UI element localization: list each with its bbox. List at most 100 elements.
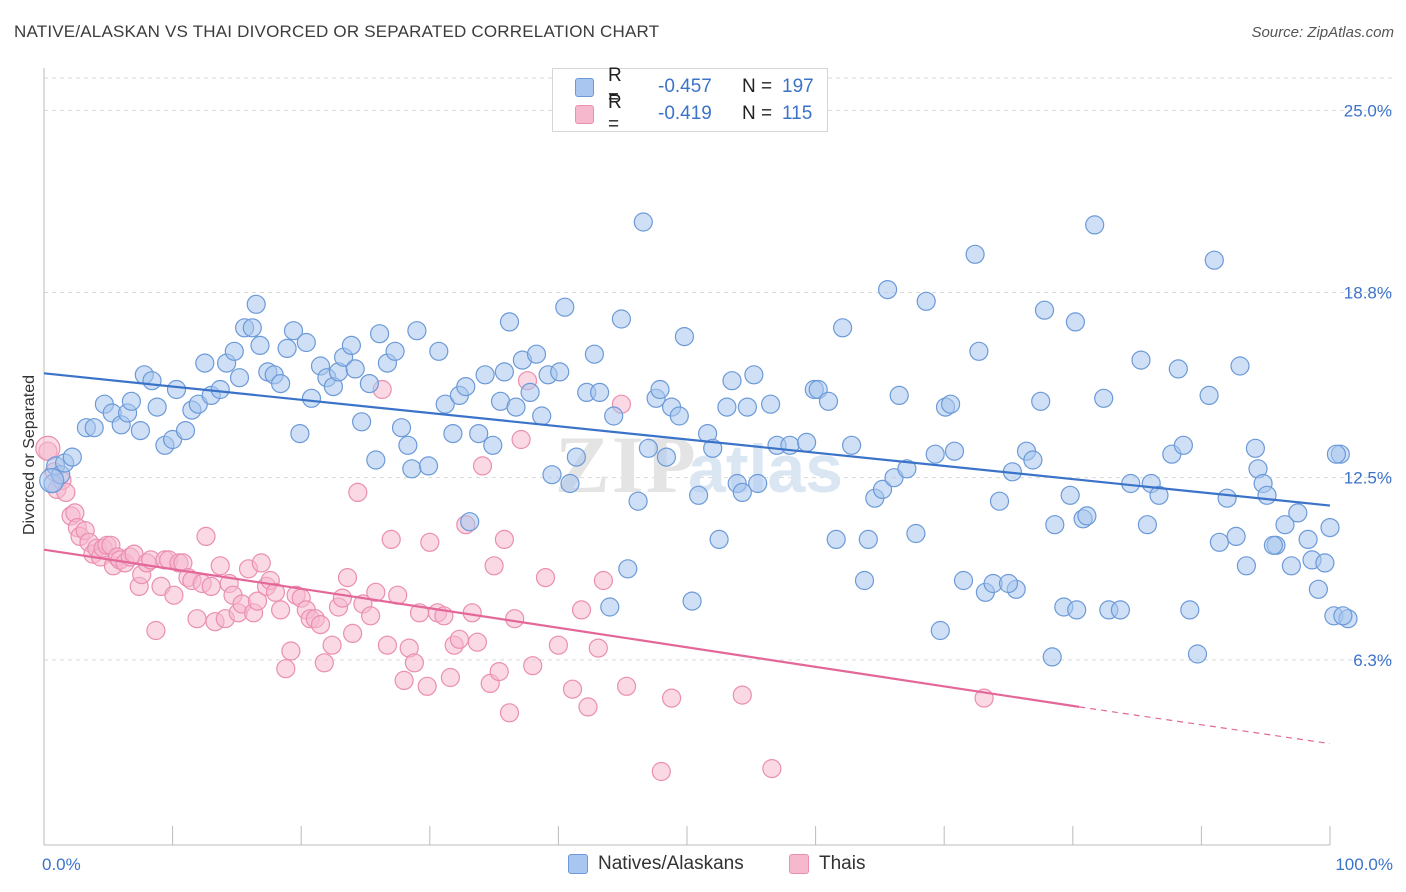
thai-point: [322, 635, 342, 655]
legend-swatch-thais: [575, 104, 594, 124]
native-point: [1217, 488, 1237, 508]
native-point: [1298, 529, 1318, 550]
native-point: [385, 341, 405, 361]
native-point: [889, 385, 909, 405]
native-point: [1315, 553, 1335, 573]
native-point: [877, 280, 898, 300]
x-tick-label: 100.0%: [1335, 855, 1393, 874]
native-point: [283, 321, 304, 341]
native-point: [555, 297, 575, 317]
thai-point: [343, 623, 363, 644]
legend-n-value: 197: [782, 76, 814, 97]
native-point: [682, 591, 702, 611]
thai-point: [417, 676, 437, 696]
native-point: [550, 362, 570, 382]
native-point: [717, 397, 737, 417]
native-point: [352, 412, 372, 432]
y-tick-label: 25.0%: [1344, 101, 1392, 120]
native-point: [1257, 485, 1277, 505]
native-point: [84, 418, 104, 438]
y-tick-label: 12.5%: [1344, 469, 1392, 488]
native-point: [341, 335, 361, 355]
native-point: [175, 421, 196, 441]
native-point: [998, 573, 1019, 594]
thai-point: [164, 585, 184, 605]
thais-trend-line: [43, 548, 1080, 708]
native-point: [246, 294, 266, 314]
native-point: [1263, 535, 1284, 555]
native-point: [1065, 312, 1086, 332]
thai-point: [484, 556, 504, 576]
thai-point: [489, 661, 509, 682]
thai-point: [499, 703, 520, 723]
native-point: [1333, 606, 1353, 626]
thai-point: [494, 529, 514, 550]
native-point: [391, 418, 412, 438]
native-point: [1288, 503, 1308, 523]
native-point: [142, 371, 162, 391]
native-point: [737, 397, 758, 417]
chart-title: NATIVE/ALASKAN VS THAI DIVORCED OR SEPAR…: [14, 22, 660, 41]
native-point: [370, 324, 390, 344]
native-point: [965, 244, 985, 264]
native-point: [1236, 556, 1257, 576]
native-point: [460, 512, 480, 532]
native-point: [520, 382, 540, 402]
native-point: [229, 368, 250, 388]
thai-point: [762, 758, 782, 779]
native-point: [1042, 647, 1062, 667]
native-point: [39, 468, 65, 494]
y-tick-label: 6.3%: [1353, 651, 1392, 670]
native-point: [897, 459, 917, 479]
thai-point: [348, 482, 368, 502]
thai-point: [588, 638, 608, 658]
thai-point: [361, 606, 381, 626]
x-tick-label: 0.0%: [42, 855, 81, 874]
thai-point: [210, 556, 230, 576]
native-point: [271, 374, 291, 394]
thai-point: [265, 582, 286, 602]
native-point: [290, 424, 310, 444]
native-point: [969, 341, 989, 361]
native-point: [121, 391, 141, 411]
native-point: [1230, 356, 1250, 376]
native-point: [1180, 600, 1200, 620]
native-point: [277, 338, 297, 358]
native-point: [499, 312, 520, 332]
native-point: [1209, 532, 1230, 552]
native-point: [1204, 250, 1224, 270]
watermark: ZIP atlas: [555, 419, 843, 510]
native-point: [732, 482, 752, 502]
legend-row-thais: R = -0.419 N = 115: [575, 92, 812, 135]
bottom-legend-thais-label: Thais: [819, 853, 866, 874]
native-point: [494, 362, 514, 382]
native-point: [925, 444, 945, 464]
native-point: [953, 570, 974, 591]
native-point: [1034, 300, 1055, 320]
thai-point: [276, 659, 296, 679]
native-point: [1326, 444, 1347, 464]
native-point: [944, 441, 965, 461]
native-point: [1067, 600, 1087, 620]
native-point: [366, 450, 386, 470]
native-point: [656, 447, 677, 467]
bottom-legend-natives: Natives/Alaskans: [568, 852, 744, 876]
trend-lines: [43, 372, 1331, 745]
native-point: [1173, 435, 1194, 455]
native-point: [429, 341, 449, 361]
native-point: [1094, 388, 1114, 408]
thai-point: [651, 761, 671, 782]
thai-point: [661, 688, 682, 708]
native-point: [1168, 359, 1188, 379]
y-axis-title: Divorced or Separated: [21, 375, 38, 535]
native-point: [456, 377, 476, 397]
native-point: [532, 406, 552, 426]
thai-point: [578, 697, 598, 717]
native-point: [1308, 579, 1329, 599]
native-point: [709, 529, 729, 550]
native-point: [906, 523, 926, 544]
thai-point: [472, 456, 493, 476]
native-point: [296, 332, 316, 353]
native-point: [359, 374, 379, 394]
native-point: [224, 341, 244, 361]
